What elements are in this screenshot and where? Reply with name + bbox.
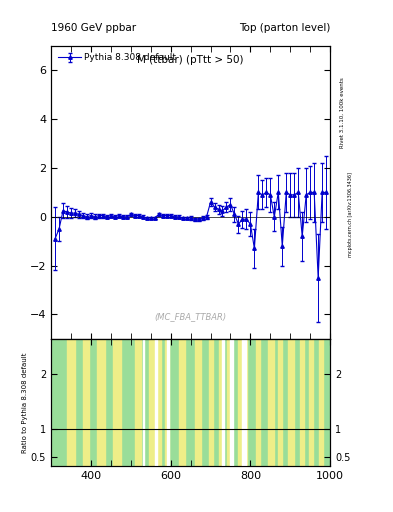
Bar: [300, 339, 304, 466]
Y-axis label: Ratio to Pythia 8.308 default: Ratio to Pythia 8.308 default: [22, 352, 28, 453]
Bar: [165, 339, 169, 466]
Bar: [227, 339, 231, 466]
Bar: [319, 339, 323, 466]
Bar: [309, 339, 313, 466]
Bar: [195, 339, 200, 466]
Bar: [313, 339, 319, 466]
Text: M (ttbar) (pTtt > 50): M (ttbar) (pTtt > 50): [138, 55, 244, 65]
Bar: [222, 339, 224, 466]
Bar: [158, 339, 161, 466]
Bar: [121, 339, 135, 466]
Text: Top (parton level): Top (parton level): [239, 23, 330, 33]
Bar: [222, 339, 227, 466]
Text: mcplots.cern.ch [arXiv:1306.3436]: mcplots.cern.ch [arXiv:1306.3436]: [348, 173, 353, 258]
Bar: [274, 339, 278, 466]
Bar: [51, 339, 67, 466]
Bar: [179, 339, 185, 466]
Bar: [97, 339, 105, 466]
Bar: [294, 339, 300, 466]
Bar: [105, 339, 113, 466]
Text: (MC_FBA_TTBAR): (MC_FBA_TTBAR): [154, 312, 227, 321]
Bar: [282, 339, 288, 466]
Bar: [75, 339, 83, 466]
Bar: [185, 339, 195, 466]
Bar: [323, 339, 330, 466]
Bar: [239, 339, 247, 466]
Bar: [67, 339, 75, 466]
Bar: [83, 339, 89, 466]
Bar: [288, 339, 294, 466]
Bar: [304, 339, 309, 466]
Bar: [161, 339, 165, 466]
Bar: [256, 339, 261, 466]
Bar: [155, 339, 157, 466]
Bar: [213, 339, 219, 466]
Bar: [89, 339, 97, 466]
Text: Rivet 3.1.10, 100k events: Rivet 3.1.10, 100k events: [340, 77, 345, 148]
Bar: [113, 339, 121, 466]
Bar: [268, 339, 274, 466]
Bar: [135, 339, 141, 466]
Bar: [247, 339, 256, 466]
Bar: [143, 339, 144, 466]
Bar: [141, 339, 149, 466]
Bar: [261, 339, 268, 466]
Text: 1960 GeV ppbar: 1960 GeV ppbar: [51, 23, 136, 33]
Bar: [230, 339, 233, 466]
Bar: [219, 339, 222, 466]
Bar: [278, 339, 282, 466]
Bar: [231, 339, 239, 466]
Legend: Pythia 8.308 default: Pythia 8.308 default: [55, 51, 179, 65]
Bar: [200, 339, 209, 466]
Bar: [169, 339, 179, 466]
Bar: [154, 339, 158, 466]
Bar: [149, 339, 154, 466]
Bar: [242, 339, 246, 466]
Bar: [167, 339, 169, 466]
Bar: [209, 339, 213, 466]
